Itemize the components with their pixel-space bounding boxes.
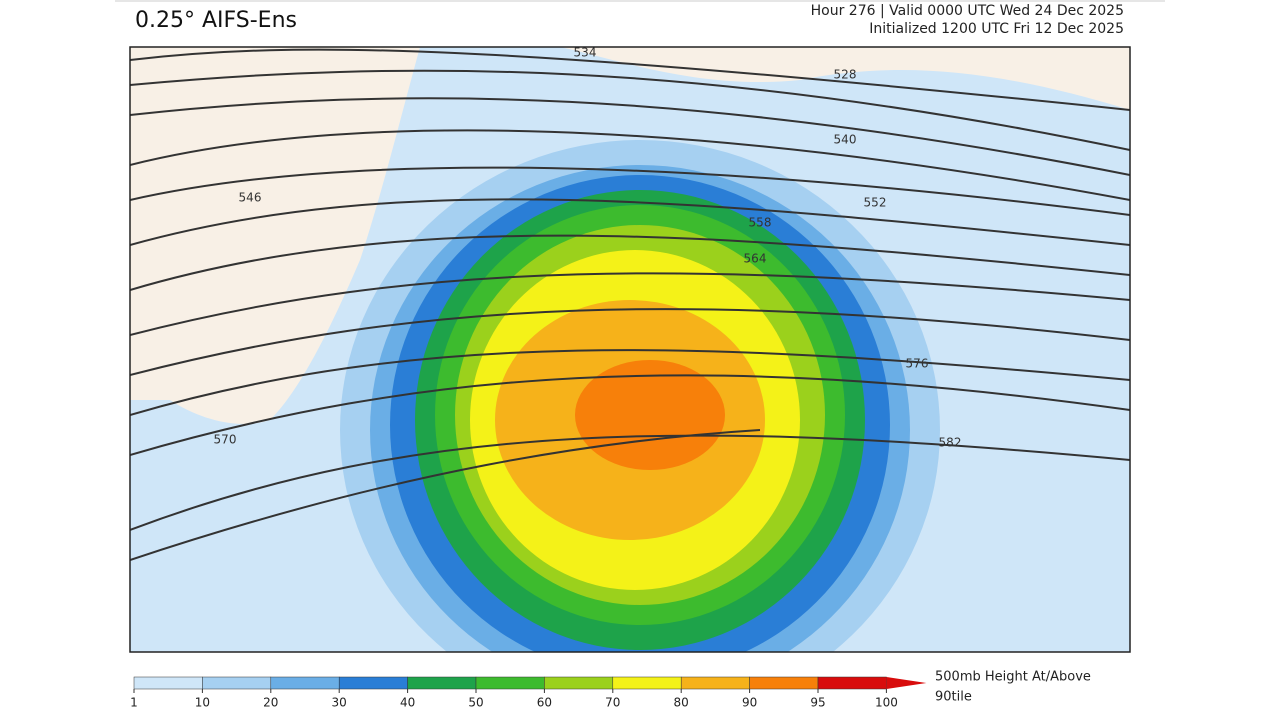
colorbar-extension xyxy=(886,677,927,689)
colorbar-label: 500mb Height At/Above xyxy=(935,670,1091,685)
map: 534 528 540 546 552 558 564 570 576 582 xyxy=(130,46,1130,652)
colorbar-segment xyxy=(270,676,340,690)
colorbar-tick-label: 10 xyxy=(195,696,210,710)
contour-label: 576 xyxy=(906,357,929,371)
colorbar-tick-label: 60 xyxy=(537,696,552,710)
valid-time: Hour 276 | Valid 0000 UTC Wed 24 Dec 202… xyxy=(811,3,1124,19)
title: 0.25° AIFS-Ens xyxy=(135,8,297,33)
contour-label: 582 xyxy=(939,436,962,450)
contour-label: 564 xyxy=(744,252,767,266)
colorbar-tick-label: 20 xyxy=(263,696,278,710)
colorbar: 1 10 20 30 40 50 60 70 80 90 95 100 xyxy=(130,676,927,710)
colorbar-tick-label: 1 xyxy=(130,696,138,710)
colorbar-segment xyxy=(749,676,819,690)
colorbar-segment xyxy=(133,676,203,690)
init-time: Initialized 1200 UTC Fri 12 Dec 2025 xyxy=(869,21,1124,37)
colorbar-segment xyxy=(544,676,614,690)
colorbar-segment xyxy=(475,676,545,690)
colorbar-tick-label: 80 xyxy=(674,696,689,710)
colorbar-tick-label: 40 xyxy=(400,696,415,710)
colorbar-segment xyxy=(338,676,408,690)
colorbar-segment xyxy=(202,676,272,690)
colorbar-segment xyxy=(680,676,750,690)
colorbar-segment xyxy=(407,676,477,690)
colorbar-tick-label: 90 xyxy=(742,696,757,710)
colorbar-tick-label: 70 xyxy=(605,696,620,710)
colorbar-tick-label: 95 xyxy=(810,696,825,710)
colorbar-tick-label: 30 xyxy=(332,696,347,710)
colorbar-tick-label: 50 xyxy=(468,696,483,710)
contour-label: 558 xyxy=(749,216,772,230)
colorbar-segment xyxy=(817,676,887,690)
contour-label: 570 xyxy=(214,433,237,447)
colorbar-label: 90tile xyxy=(935,690,972,705)
contour-label: 552 xyxy=(864,196,887,210)
contour-label: 534 xyxy=(574,46,597,60)
contour-label: 540 xyxy=(834,133,857,147)
colorbar-segment xyxy=(612,676,682,690)
contour-label: 546 xyxy=(239,191,262,205)
map-frame xyxy=(129,46,1131,653)
contour-label: 528 xyxy=(834,68,857,82)
colorbar-tick-label: 100 xyxy=(875,696,898,710)
